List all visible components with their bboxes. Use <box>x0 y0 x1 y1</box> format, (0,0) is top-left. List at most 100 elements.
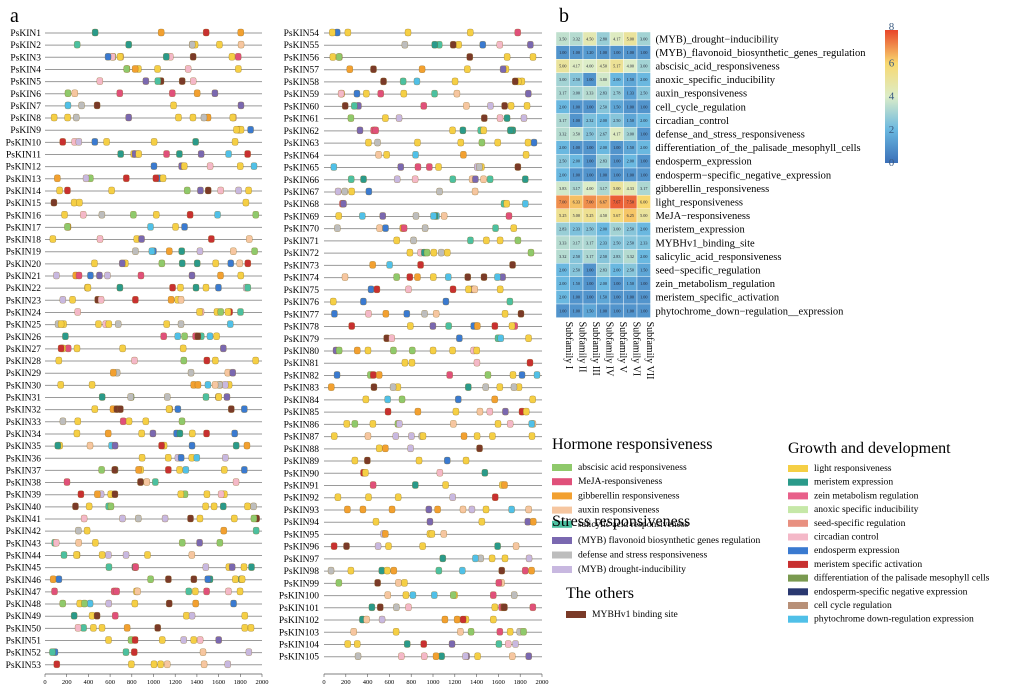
cis-element-box <box>248 563 255 571</box>
cis-element-box <box>525 554 533 563</box>
cis-element-box <box>341 273 349 281</box>
cis-element-box <box>206 162 214 170</box>
legend-swatch <box>552 506 572 514</box>
cis-element-box <box>369 261 376 269</box>
cis-element-box <box>122 551 130 559</box>
heatmap-cell-value: 1.50 <box>627 118 634 123</box>
legend-swatch <box>788 492 808 500</box>
gene-label: PsKIN7 <box>10 102 41 112</box>
cis-element-box <box>512 77 519 86</box>
cis-element-box <box>445 322 452 330</box>
cis-element-box <box>431 591 438 599</box>
gene-label: PsKIN9 <box>10 126 41 136</box>
gene-label: PsKIN68 <box>284 200 320 210</box>
gene-label: PsKIN72 <box>284 249 320 259</box>
cis-element-box <box>152 478 159 486</box>
cis-element-box <box>432 652 440 660</box>
cis-element-box <box>84 283 92 292</box>
cis-element-box <box>490 591 497 599</box>
gene-label: PsKIN21 <box>6 272 42 282</box>
heatmap-cell-value: 2.50 <box>627 240 634 245</box>
cis-element-box <box>227 259 234 268</box>
heatmap-cell-value: 1.00 <box>613 50 620 55</box>
cis-element-box <box>187 514 194 523</box>
heatmap-cell-value: 2.00 <box>640 227 647 232</box>
legend-title-hormone: Hormone responsiveness <box>552 436 712 453</box>
gene-label: PsKIN12 <box>6 163 42 173</box>
legend-label: defense and stress responsiveness <box>578 550 707 561</box>
heatmap-cell-value: 3.00 <box>640 36 647 41</box>
legend-label: zein metabolism regulation <box>814 490 919 501</box>
legend-title-stress: Stress responsiveness <box>552 513 690 530</box>
cis-element-box <box>96 271 103 280</box>
cis-element-box <box>407 322 414 330</box>
cis-element-box <box>464 273 471 281</box>
gene-label: PsKIN61 <box>284 115 320 125</box>
gene-label: PsKIN73 <box>284 261 320 271</box>
cis-element-box <box>334 224 341 232</box>
cis-element-box <box>360 297 367 306</box>
cis-element-box <box>154 624 161 632</box>
gene-label: PsKIN52 <box>6 649 42 659</box>
gene-label: PsKIN10 <box>6 138 42 148</box>
cis-element-box <box>507 420 514 428</box>
cis-element-box <box>172 223 179 231</box>
cis-element-box <box>484 371 492 379</box>
legend-label: endosperm expression <box>814 545 900 556</box>
cis-element-box <box>177 320 185 328</box>
cis-element-box <box>148 247 155 255</box>
cis-element-box <box>117 405 124 413</box>
heatmap-cell-value: 2.50 <box>600 104 607 109</box>
cis-element-box <box>105 636 112 644</box>
heatmap-row-label: MYBHv1_binding_site <box>656 238 756 249</box>
cis-element-box <box>59 138 66 146</box>
cis-element-box <box>190 77 197 85</box>
cis-element-box <box>377 603 384 611</box>
cis-element-box <box>184 186 191 195</box>
cis-element-box <box>474 652 481 660</box>
cis-element-box <box>241 624 248 632</box>
cis-element-box <box>158 441 165 450</box>
cis-element-box <box>240 563 248 571</box>
gene-label: PsKIN82 <box>284 371 320 381</box>
cis-element-box <box>363 90 370 98</box>
cis-element-box <box>480 126 487 134</box>
cis-element-box <box>409 346 416 355</box>
cis-element-box <box>528 432 536 440</box>
cis-element-box <box>76 198 83 207</box>
cis-element-box <box>246 235 253 243</box>
heatmap-cell-value: 1.00 <box>586 172 593 177</box>
heatmap-cell-value: 1.00 <box>573 118 580 123</box>
cis-element-box <box>382 114 389 122</box>
legend-swatch <box>788 519 808 527</box>
cis-element-box <box>72 502 79 511</box>
gene-label: PsKIN102 <box>279 616 319 626</box>
cis-element-box <box>224 660 231 668</box>
cis-element-box <box>435 566 442 575</box>
cis-element-box <box>499 65 507 73</box>
heatmap-cell-value: 3.32 <box>559 132 566 137</box>
legend-swatch <box>552 478 572 486</box>
gene-label: PsKIN17 <box>6 223 42 233</box>
cis-element-box <box>398 652 405 660</box>
cis-element-box <box>473 346 480 355</box>
cis-element-box <box>220 527 227 535</box>
cis-element-box <box>63 478 71 486</box>
heatmap-cell-value: 5.67 <box>613 213 620 218</box>
heatmap-row-label: gibberellin_responsiveness <box>656 184 770 195</box>
gene-label: PsKIN22 <box>6 284 42 294</box>
cis-element-box <box>497 334 504 342</box>
cis-element-box <box>158 28 165 37</box>
cis-element-box <box>466 53 473 61</box>
cis-element-box <box>364 456 371 465</box>
cis-element-box <box>426 518 434 526</box>
cis-element-box <box>481 114 488 122</box>
cis-element-box <box>57 381 64 389</box>
cis-element-box <box>476 444 483 452</box>
cis-element-box <box>169 89 176 97</box>
cis-element-box <box>354 652 362 660</box>
heatmap-cell-value: 1.00 <box>613 172 620 177</box>
cis-element-box <box>74 308 81 316</box>
cis-element-box <box>401 359 409 367</box>
gene-label: PsKIN101 <box>279 604 319 614</box>
